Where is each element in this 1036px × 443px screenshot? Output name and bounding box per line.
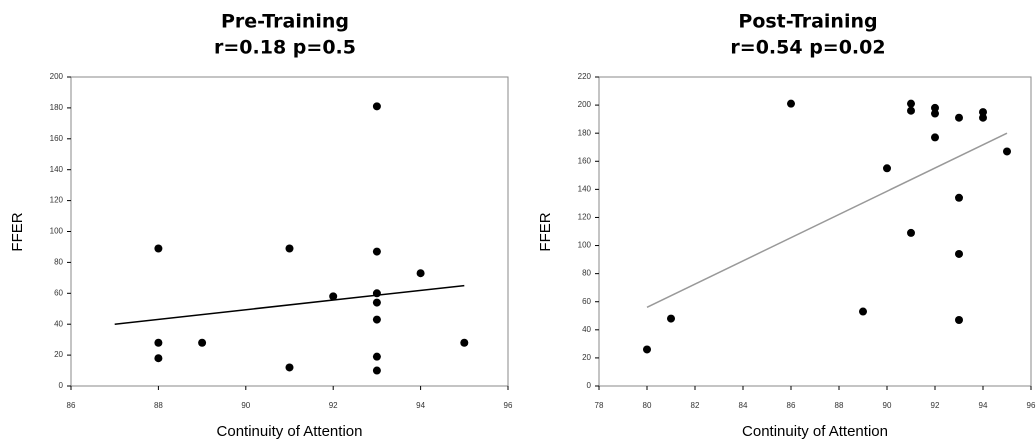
y-tick-label: 0 xyxy=(59,381,64,390)
x-tick-label: 86 xyxy=(787,401,796,410)
x-tick-label: 86 xyxy=(67,401,76,410)
point xyxy=(416,269,425,278)
x-tick-label: 88 xyxy=(154,401,163,410)
y-tick-label: 200 xyxy=(50,72,64,81)
point xyxy=(154,338,163,347)
y-tick-label: 140 xyxy=(50,165,64,174)
y-tick-label: 180 xyxy=(578,128,592,137)
plot-frame xyxy=(70,76,509,387)
x-tick-label: 92 xyxy=(329,401,338,410)
point xyxy=(979,113,987,122)
point xyxy=(372,247,381,256)
point xyxy=(372,315,381,324)
x-tick-label: 92 xyxy=(931,401,940,410)
chart-subtitle: r=0.54 p=0.02 xyxy=(730,37,885,59)
y-tick-label: 100 xyxy=(578,241,592,250)
x-tick-label: 90 xyxy=(883,401,892,410)
point xyxy=(931,133,939,142)
point xyxy=(154,354,163,363)
point xyxy=(1003,147,1011,156)
point xyxy=(955,113,963,122)
point xyxy=(979,108,987,117)
y-tick-label: 200 xyxy=(578,100,592,109)
x-tick-label: 82 xyxy=(691,401,700,410)
x-tick-label: 88 xyxy=(835,401,844,410)
y-tick-label: 80 xyxy=(54,258,63,267)
point xyxy=(955,193,963,202)
y-tick-label: 120 xyxy=(578,213,592,222)
point xyxy=(859,307,867,316)
point xyxy=(907,228,915,237)
y-tick-label: 180 xyxy=(50,103,64,112)
x-tick-label: 94 xyxy=(416,401,425,410)
point xyxy=(907,99,915,108)
point xyxy=(198,338,207,347)
y-tick-label: 60 xyxy=(582,297,591,306)
y-tick-label: 140 xyxy=(578,184,592,193)
point xyxy=(460,338,469,347)
plot-frame xyxy=(598,76,1032,387)
y-tick-label: 40 xyxy=(582,325,591,334)
y-tick-label: 220 xyxy=(578,72,592,81)
y-tick-label: 160 xyxy=(578,156,592,165)
x-tick-label: 90 xyxy=(241,401,250,410)
x-tick-label: 84 xyxy=(739,401,748,410)
point xyxy=(931,103,939,112)
point xyxy=(329,292,338,301)
x-axis-label: Continuity of Attention xyxy=(217,423,363,440)
point xyxy=(787,99,795,108)
point xyxy=(667,314,675,323)
y-tick-label: 20 xyxy=(582,353,591,362)
point xyxy=(907,106,915,115)
y-tick-label: 120 xyxy=(50,196,64,205)
point xyxy=(372,298,381,307)
point xyxy=(931,109,939,118)
point xyxy=(955,315,963,324)
y-axis-label: FFER xyxy=(9,212,26,251)
y-tick-label: 160 xyxy=(50,134,64,143)
x-axis-label: Continuity of Attention xyxy=(742,423,888,440)
x-tick-label: 96 xyxy=(504,401,513,410)
y-tick-label: 80 xyxy=(582,269,591,278)
y-tick-label: 40 xyxy=(54,319,63,328)
point xyxy=(372,366,381,375)
regression-line xyxy=(114,284,465,325)
chart-title: Post-Training xyxy=(738,11,877,33)
y-tick-label: 60 xyxy=(54,288,63,297)
y-tick-label: 20 xyxy=(54,350,63,359)
point xyxy=(285,363,294,372)
point xyxy=(955,249,963,258)
point xyxy=(372,352,381,361)
y-axis-label: FFER xyxy=(537,212,554,251)
point xyxy=(372,289,381,298)
point xyxy=(372,102,381,111)
point xyxy=(643,345,651,354)
chart-subtitle: r=0.18 p=0.5 xyxy=(214,37,356,59)
point xyxy=(285,244,294,253)
y-tick-label: 0 xyxy=(587,381,592,390)
point xyxy=(883,164,891,173)
regression-line xyxy=(646,132,1008,309)
point xyxy=(154,244,163,253)
x-tick-label: 80 xyxy=(643,401,652,410)
y-tick-label: 100 xyxy=(50,227,64,236)
x-tick-label: 78 xyxy=(595,401,604,410)
x-tick-label: 94 xyxy=(979,401,988,410)
x-tick-label: 96 xyxy=(1027,401,1036,410)
chart-title: Pre-Training xyxy=(221,11,349,33)
